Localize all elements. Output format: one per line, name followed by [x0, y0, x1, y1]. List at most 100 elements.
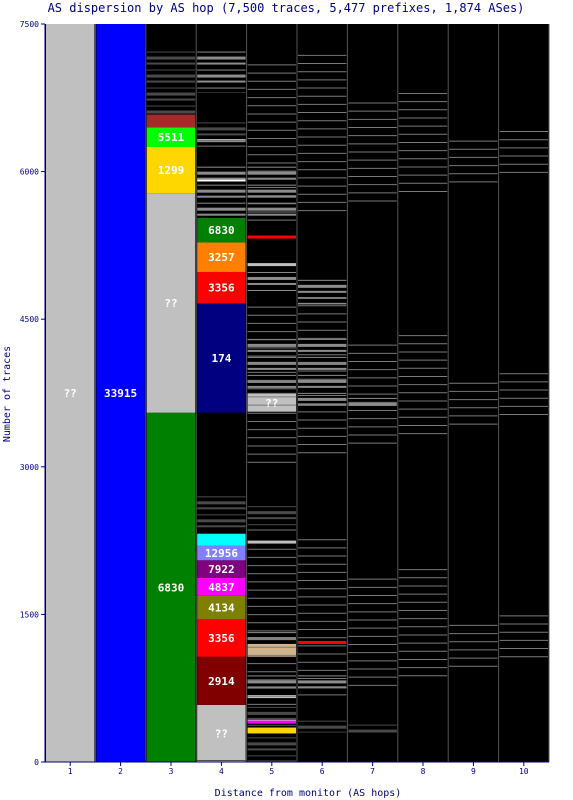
segment-5511	[146, 127, 196, 147]
minor-band-stripe	[146, 105, 196, 107]
minor-band-stripe	[298, 392, 347, 394]
minor-band-stripe	[298, 343, 347, 347]
segment-label: ??	[265, 397, 278, 410]
segment-unlabeled	[197, 533, 246, 546]
segment-line	[247, 540, 296, 544]
minor-band-stripe	[298, 397, 347, 401]
minor-band-stripe	[298, 379, 347, 383]
segment-labels: ?? 33915 6830?? 1299 5511?? 2914 3356 4134 4837 7…	[64, 131, 279, 740]
segment-??	[247, 393, 296, 412]
segment-12956	[197, 545, 246, 561]
segment-label: 2914	[208, 675, 235, 688]
minor-band-stripe	[298, 367, 347, 370]
minor-band-stripe	[247, 379, 296, 383]
x-tick-label: 8	[421, 767, 426, 776]
segment-6830	[146, 412, 196, 762]
segment-label: 1299	[158, 164, 185, 177]
x-tick-label: 6	[320, 767, 325, 776]
segment-label: 6830	[158, 581, 185, 594]
minor-band-stripe	[348, 397, 397, 399]
minor-band-stripe	[298, 284, 347, 288]
minor-band-stripe	[298, 686, 347, 689]
minor-band-stripe	[247, 524, 296, 526]
segment-label: 12956	[205, 547, 238, 560]
minor-band-stripe	[247, 717, 296, 720]
minor-band-stripe	[146, 92, 196, 96]
segment-line	[247, 720, 296, 724]
segment-label: ??	[164, 297, 177, 310]
minor-band-stripe	[197, 189, 246, 193]
y-tick-label: 6000	[20, 168, 39, 177]
y-axis-label: Number of traces	[2, 346, 13, 442]
y-axis: 0 1500 3000 4500 6000 7500	[20, 20, 46, 767]
y-tick-label: 3000	[20, 463, 39, 472]
segment-6830	[197, 217, 246, 243]
minor-band-stripe	[247, 392, 296, 394]
chart-marks	[44, 24, 550, 762]
x-tick-label: 3	[169, 767, 174, 776]
segment-unlabeled	[247, 643, 296, 657]
segment-??	[197, 704, 246, 762]
minor-band-stripe	[197, 133, 246, 136]
minor-band-stripe	[197, 195, 246, 198]
minor-band-stripe	[146, 98, 196, 101]
minor-band-stripe	[298, 731, 347, 733]
minor-band-stripe	[146, 80, 196, 83]
segment-33915	[96, 24, 145, 762]
minor-band-stripe	[197, 87, 246, 89]
y-tick-label: 4500	[20, 315, 39, 324]
minor-band-stripe	[247, 742, 296, 746]
minor-band-stripe	[247, 686, 296, 689]
minor-band-stripe	[247, 748, 296, 751]
minor-band-stripe	[247, 374, 296, 376]
minor-band-stripe	[197, 80, 246, 83]
y-tick-label: 0	[34, 758, 39, 767]
minor-band-stripe	[247, 289, 296, 291]
minor-band-stripe	[197, 127, 246, 131]
segment-line	[298, 640, 347, 644]
minor-band-stripe	[197, 507, 246, 510]
minor-band-stripe	[298, 725, 347, 729]
x-axis: 1 2 3 4 5 6 7 8 9 10	[45, 761, 549, 776]
minor-band-stripe	[197, 514, 246, 516]
minor-band-stripe	[146, 69, 196, 71]
minor-band-stripe	[146, 56, 196, 60]
segment-label: 174	[211, 352, 231, 365]
minor-band-stripe	[197, 184, 246, 186]
minor-band-stripe	[298, 385, 347, 388]
minor-band-stripe	[247, 517, 296, 520]
minor-band-stripe	[247, 632, 296, 634]
minor-band-stripe	[298, 297, 347, 299]
minor-band-stripe	[348, 402, 397, 406]
minor-band-stripe	[247, 680, 296, 684]
segment-174	[197, 303, 246, 413]
minor-band-stripe	[247, 213, 296, 216]
segment-label: ??	[215, 727, 228, 740]
minor-band-stripe	[146, 74, 196, 78]
minor-band-stripe	[197, 62, 246, 65]
segment-label: 3257	[208, 251, 235, 264]
segment-line	[247, 235, 296, 239]
minor-band-stripe	[247, 166, 296, 168]
minor-band-stripe	[197, 760, 246, 762]
minor-band-stripe	[298, 403, 347, 406]
minor-band-stripe	[197, 166, 246, 168]
x-tick-label: 4	[219, 767, 224, 776]
minor-band-stripe	[247, 171, 296, 175]
minor-band-stripe	[197, 140, 246, 142]
minor-band-stripe	[247, 506, 296, 508]
minor-band-stripe	[247, 724, 296, 726]
minor-band-stripe	[298, 356, 347, 358]
minor-band-stripe	[197, 74, 246, 78]
minor-band-stripe	[197, 56, 246, 60]
minor-band-stripe	[247, 385, 296, 388]
x-tick-label: 5	[269, 767, 274, 776]
minor-band-stripe	[247, 282, 296, 285]
segment-label: ??	[64, 387, 77, 400]
minor-band-stripe	[247, 529, 296, 531]
segment-3356	[197, 271, 246, 304]
x-tick-label: 7	[370, 767, 375, 776]
minor-band-stripe	[197, 525, 246, 528]
minor-band-stripe	[247, 271, 296, 273]
